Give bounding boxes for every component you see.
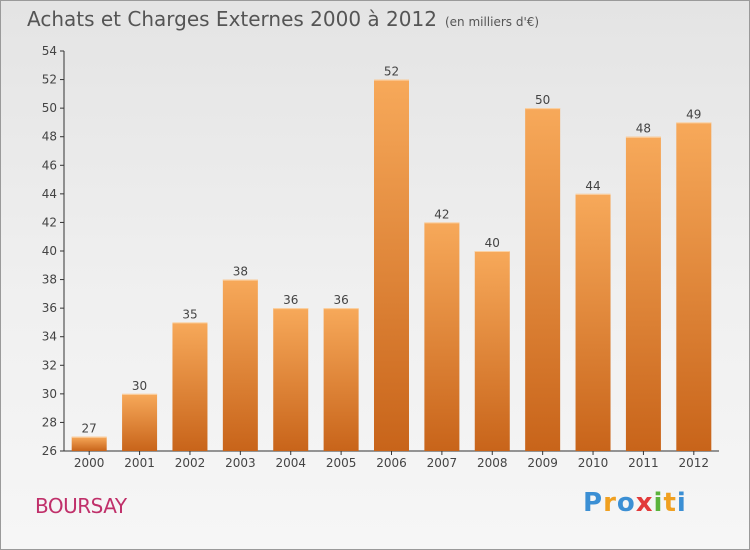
data-label-2009: 50 [535, 93, 550, 107]
data-label-2008: 40 [485, 236, 500, 250]
data-label-2000: 27 [82, 422, 97, 436]
brand-letter: x [635, 488, 654, 518]
bar-2005 [323, 308, 359, 451]
bar-2007 [424, 222, 460, 451]
bar-2000 [71, 436, 107, 451]
x-tick-label-2006: 2006 [376, 456, 407, 470]
y-tick-label: 26 [42, 444, 57, 458]
bar-2010 [575, 193, 611, 451]
y-tick-label: 46 [42, 158, 57, 172]
data-label-2004: 36 [283, 293, 298, 307]
data-label-2012: 49 [686, 107, 701, 121]
y-tick-label: 40 [42, 244, 57, 258]
bar-2012 [676, 122, 712, 451]
x-tick-label-2001: 2001 [124, 456, 155, 470]
y-tick-label: 54 [42, 44, 57, 58]
y-tick-label: 44 [42, 187, 57, 201]
labels: 27 30 35 38 36 36 52 42 40 50 44 48 49 [82, 65, 702, 436]
title-text: Achats et Charges Externes 2000 à 2012 [27, 7, 437, 31]
y-tick-label: 32 [42, 358, 57, 372]
brand-letter: t [663, 488, 677, 518]
data-label-2003: 38 [233, 265, 248, 279]
y-tick-label: 28 [42, 415, 57, 429]
bar-2008 [474, 251, 510, 451]
brand-letter: r [603, 488, 617, 518]
brand-letter: o [616, 488, 636, 518]
brand-letter: i [653, 488, 664, 518]
bar-2004 [273, 308, 309, 451]
x-tick-label-2007: 2007 [427, 456, 458, 470]
x-tick-label-2000: 2000 [74, 456, 105, 470]
x-tick-label-2011: 2011 [628, 456, 659, 470]
bar-2003 [222, 279, 258, 451]
y-tick-label: 30 [42, 387, 57, 401]
bar-2001 [122, 393, 158, 451]
x-tick-label-2003: 2003 [225, 456, 256, 470]
x-tick-label-2009: 2009 [527, 456, 558, 470]
y-tick-label: 48 [42, 130, 57, 144]
y-tick-label: 34 [42, 330, 57, 344]
data-label-2001: 30 [132, 379, 147, 393]
x-tick-label-2012: 2012 [679, 456, 710, 470]
brand-logo: Proxiti [583, 488, 687, 518]
x-tick-label-2010: 2010 [578, 456, 609, 470]
x-tick-label-2005: 2005 [326, 456, 357, 470]
data-label-2002: 35 [182, 307, 197, 321]
brand-letter: P [583, 488, 604, 518]
bar-2011 [625, 136, 661, 451]
bar-2009 [525, 108, 561, 452]
commune-name: BOURSAY [35, 494, 127, 518]
bar-2006 [374, 79, 409, 452]
data-label-2010: 44 [585, 179, 600, 193]
data-label-2006: 52 [384, 65, 399, 79]
y-tick-label: 52 [42, 73, 57, 87]
data-label-2011: 48 [636, 122, 651, 136]
bar-2002 [172, 322, 208, 451]
data-label-2005: 36 [333, 293, 348, 307]
axes: 26 28 30 32 34 36 38 40 42 44 46 48 50 52 54 2000 2001 20… [42, 44, 719, 470]
x-tick-label-2002: 2002 [175, 456, 206, 470]
y-tick-label: 38 [42, 273, 57, 287]
y-tick-label: 42 [42, 215, 57, 229]
bars [71, 79, 712, 452]
data-label-2007: 42 [434, 207, 449, 221]
chart-title: Achats et Charges Externes 2000 à 2012 (e… [27, 7, 539, 31]
x-tick-label-2004: 2004 [275, 456, 306, 470]
x-tick-label-2008: 2008 [477, 456, 508, 470]
y-tick-label: 36 [42, 301, 57, 315]
brand-letter: i [676, 488, 687, 518]
y-tick-label: 50 [42, 101, 57, 115]
title-unit: (en milliers d'€) [444, 15, 540, 29]
